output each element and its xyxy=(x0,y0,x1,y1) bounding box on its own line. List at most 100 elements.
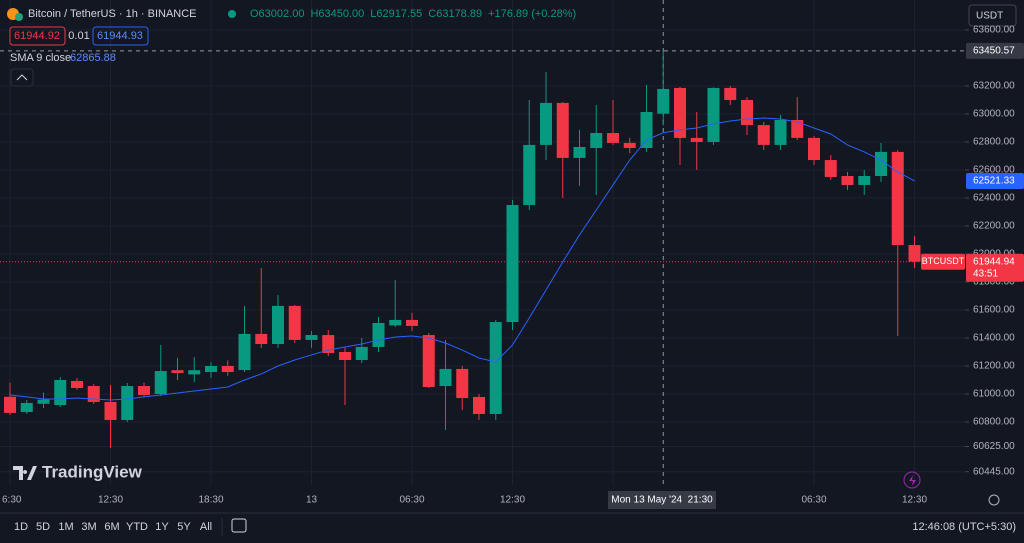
y-tick-label: 61800.00 xyxy=(973,277,1015,288)
candle-body xyxy=(774,119,787,145)
currency[interactable]: USDT xyxy=(976,11,1003,22)
symbol-tag-bg xyxy=(921,253,965,270)
candle-body xyxy=(590,133,603,148)
candle-body xyxy=(724,87,737,100)
candle-body xyxy=(138,386,150,395)
bid-price[interactable]: 61944.92 xyxy=(14,30,60,42)
candle-body xyxy=(4,396,16,413)
candle-body xyxy=(473,396,485,415)
date-range-icon[interactable] xyxy=(231,518,247,533)
symbol-title: Bitcoin / TetherUS · 1h · BINANCE xyxy=(28,8,197,20)
y-tick-label: 60800.00 xyxy=(973,417,1015,428)
timeframe-button[interactable]: 5D xyxy=(36,521,50,533)
candle-body xyxy=(841,175,854,185)
ohlc-values: O63002.00 H63450.00 L62917.55 C63178.89 +176… xyxy=(250,8,576,20)
ask-price[interactable]: 61944.93 xyxy=(97,30,143,42)
candle-body xyxy=(154,371,167,394)
coin-icon xyxy=(15,13,23,21)
x-tick-label: 12:30 xyxy=(902,495,927,506)
timeframe-button[interactable]: YTD xyxy=(126,521,148,533)
candle-body xyxy=(339,351,351,360)
candle-body xyxy=(540,102,552,145)
candle-body xyxy=(523,144,536,205)
timeframe-button[interactable]: All xyxy=(200,521,212,533)
candle-body xyxy=(791,119,804,138)
y-tick-label: 62200.00 xyxy=(973,221,1015,232)
candle-body xyxy=(908,245,921,262)
candle-body xyxy=(858,175,871,185)
x-tick-label: 6:30 xyxy=(2,495,22,506)
candle-body xyxy=(305,335,318,340)
candle-body xyxy=(355,346,368,360)
timeframe-button[interactable]: 5Y xyxy=(177,521,191,533)
sell-button[interactable] xyxy=(9,26,66,46)
timeframe-button[interactable]: 1Y xyxy=(155,521,169,533)
candle-body xyxy=(71,380,83,388)
timeframe-button[interactable]: 6M xyxy=(104,521,119,533)
ohlc-value: O63002.00 xyxy=(250,8,304,20)
y-tick-label: 62400.00 xyxy=(973,193,1015,204)
candle-body xyxy=(891,151,904,246)
crosshair-time-bg xyxy=(608,491,716,509)
candle-body xyxy=(875,151,887,176)
candle-body xyxy=(37,399,50,404)
x-tick-label: 18:30 xyxy=(198,495,223,506)
candle-body xyxy=(757,125,770,145)
settings-icon[interactable] xyxy=(988,494,1000,506)
sma-line xyxy=(9,117,915,401)
candle-body xyxy=(406,319,418,326)
candle-body xyxy=(188,370,201,375)
currency-button[interactable] xyxy=(968,4,1017,27)
candle-body xyxy=(205,365,217,373)
indicator-name: SMA 9 close xyxy=(10,52,71,64)
alert-icon[interactable] xyxy=(903,471,921,489)
candle-body xyxy=(171,370,184,373)
y-tick-label: 62800.00 xyxy=(973,137,1015,148)
candle-body xyxy=(657,88,670,114)
candle-body xyxy=(104,401,117,421)
candle-body xyxy=(456,368,469,399)
x-tick-label: 13 xyxy=(306,495,318,506)
candle-body xyxy=(556,102,569,158)
timeframe-button[interactable]: 1M xyxy=(58,521,73,533)
y-tick-label: 63600.00 xyxy=(973,25,1015,36)
price-axis: 63600.00 63200.00 63000.00 62800.00 62600.00… xyxy=(965,25,1024,477)
ohlc-value: C63178.89 xyxy=(428,8,482,20)
clock: 12:46:08 (UTC+5:30) xyxy=(912,521,1016,533)
candle-body xyxy=(87,386,100,402)
crosshair-price-label-bg xyxy=(966,42,1024,59)
candle-body xyxy=(489,322,502,415)
collapse-button[interactable] xyxy=(10,68,34,87)
indicator-value: 62865.88 xyxy=(70,52,116,64)
timeframe-button[interactable]: 3M xyxy=(81,521,96,533)
x-tick-label: 06:30 xyxy=(801,495,826,506)
last-price-label-bg xyxy=(966,253,1024,282)
candle-body xyxy=(322,335,335,353)
x-tick-label: 12:30 xyxy=(500,495,525,506)
last-price-label: 61944.94 xyxy=(973,256,1015,267)
candle-body xyxy=(707,87,720,142)
candle-body xyxy=(372,323,385,347)
crosshair-price-label: 63450.57 xyxy=(973,46,1015,57)
x-tick-label: 12:30 xyxy=(98,495,123,506)
crosshair-time: Mon 13 May '24 21:30 xyxy=(611,495,713,506)
candle-body xyxy=(607,133,619,143)
candle-body xyxy=(824,160,837,177)
buy-button[interactable] xyxy=(92,26,149,46)
ohlc-value: L62917.55 xyxy=(370,8,422,20)
candle-body xyxy=(238,333,251,371)
symbol-tag: BTCUSDT xyxy=(922,256,965,266)
timeframe-button[interactable]: 1D xyxy=(14,521,28,533)
countdown: 43:51 xyxy=(973,268,998,279)
candle-body xyxy=(20,402,33,413)
candle-body xyxy=(674,87,686,138)
y-tick-label: 60625.00 xyxy=(973,441,1015,452)
candle-body xyxy=(221,365,234,373)
ohlc-value: H63450.00 xyxy=(310,8,364,20)
brand-name: TradingView xyxy=(42,462,143,481)
candle-body xyxy=(422,335,435,387)
candle-body xyxy=(690,137,703,142)
y-tick-label: 62600.00 xyxy=(973,165,1015,176)
candle-body xyxy=(623,142,636,148)
